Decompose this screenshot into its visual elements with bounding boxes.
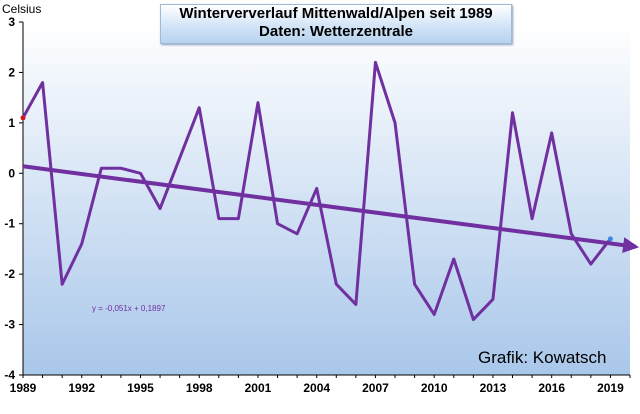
- x-tick-label: 2001: [245, 381, 272, 395]
- x-tick-label: 2019: [597, 381, 624, 395]
- x-tick-label: 2007: [362, 381, 389, 395]
- x-tick-label: 2004: [303, 381, 330, 395]
- x-tick-label: 2016: [538, 381, 565, 395]
- y-tick-label: -1: [4, 217, 15, 231]
- x-tick-label: 2010: [421, 381, 448, 395]
- y-axis-unit-label: Celsius: [2, 2, 42, 16]
- trendline-equation: y = -0,051x + 0,1897: [92, 304, 166, 313]
- x-tick-label: 1998: [186, 381, 213, 395]
- x-tick-label: 2013: [480, 381, 507, 395]
- y-tick-label: -2: [4, 267, 15, 281]
- y-tick-label: 3: [8, 15, 15, 29]
- data-point: [607, 236, 613, 242]
- credit-label: Grafik: Kowatsch: [478, 348, 607, 367]
- plot-area: [23, 22, 630, 375]
- x-tick-label: 1989: [10, 381, 37, 395]
- chart-title-box: Winterververlauf Mittenwald/Alpen seit 1…: [160, 4, 512, 44]
- y-tick-label: -4: [4, 368, 15, 382]
- x-tick-label: 1992: [68, 381, 95, 395]
- y-tick-label: 2: [8, 65, 15, 79]
- y-tick-label: -3: [4, 318, 15, 332]
- trendline: [22, 164, 640, 254]
- chart-subtitle: Daten: Wetterzentrale: [259, 23, 413, 40]
- y-tick-label: 1: [8, 116, 15, 130]
- data-point: [20, 115, 26, 121]
- chart-title: Winterververlauf Mittenwald/Alpen seit 1…: [179, 5, 493, 22]
- y-tick-label: 0: [8, 166, 15, 180]
- x-tick-label: 1995: [127, 381, 154, 395]
